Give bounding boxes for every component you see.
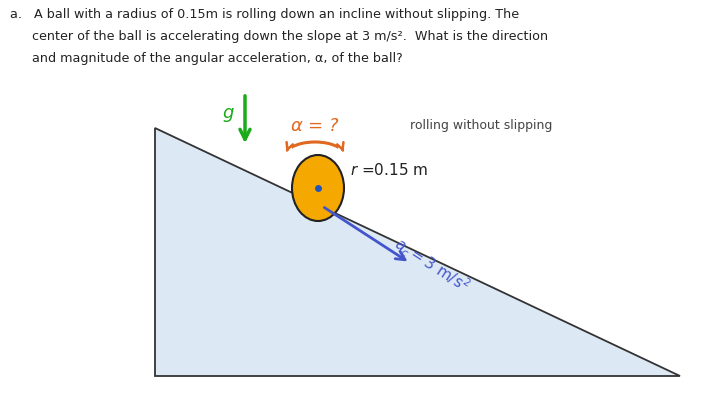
Ellipse shape [292, 155, 344, 221]
Text: $g$: $g$ [222, 107, 235, 125]
Polygon shape [155, 128, 680, 376]
Text: rolling without slipping: rolling without slipping [410, 119, 553, 133]
Text: $r$ =0.15 m: $r$ =0.15 m [350, 162, 428, 178]
Text: and magnitude of the angular acceleration, α, of the ball?: and magnitude of the angular acceleratio… [32, 52, 403, 65]
Text: a.   A ball with a radius of 0.15m is rolling down an incline without slipping. : a. A ball with a radius of 0.15m is roll… [10, 8, 519, 21]
Text: $a_c = 3\ \mathrm{m/s}^2$: $a_c = 3\ \mathrm{m/s}^2$ [390, 234, 473, 298]
Text: $\alpha$ = ?: $\alpha$ = ? [290, 117, 340, 135]
Text: center of the ball is accelerating down the slope at 3 m/s².  What is the direct: center of the ball is accelerating down … [32, 30, 548, 43]
